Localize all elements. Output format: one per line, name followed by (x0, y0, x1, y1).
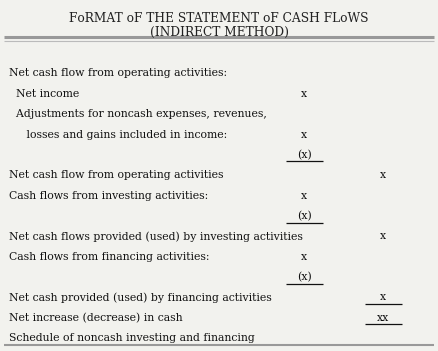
Text: (x): (x) (297, 150, 312, 160)
Text: Net cash flow from operating activities:: Net cash flow from operating activities: (9, 68, 227, 78)
Text: FᴏRMAT ᴏF THE STATEMENT ᴏF CASH FLᴏWS: FᴏRMAT ᴏF THE STATEMENT ᴏF CASH FLᴏWS (69, 12, 369, 25)
Text: Cash flows from investing activities:: Cash flows from investing activities: (9, 191, 208, 200)
Text: xx: xx (377, 313, 389, 323)
Text: x: x (380, 231, 386, 241)
Text: (INDIRECT METHOD): (INDIRECT METHOD) (149, 26, 289, 39)
Text: x: x (301, 252, 307, 261)
Text: Net income: Net income (9, 89, 79, 99)
Text: Net cash flows provided (used) by investing activities: Net cash flows provided (used) by invest… (9, 231, 303, 242)
Text: (x): (x) (297, 272, 312, 282)
Text: x: x (301, 130, 307, 139)
Text: Net cash provided (used) by financing activities: Net cash provided (used) by financing ac… (9, 292, 272, 303)
Text: losses and gains included in income:: losses and gains included in income: (9, 130, 227, 139)
Text: x: x (380, 292, 386, 302)
Text: x: x (301, 191, 307, 200)
Text: Net increase (decrease) in cash: Net increase (decrease) in cash (9, 313, 182, 323)
Text: (x): (x) (297, 211, 312, 221)
Text: Net cash flow from operating activities: Net cash flow from operating activities (9, 170, 223, 180)
Text: Cash flows from financing activities:: Cash flows from financing activities: (9, 252, 209, 261)
Text: Adjustments for noncash expenses, revenues,: Adjustments for noncash expenses, revenu… (9, 109, 267, 119)
Text: Schedule of noncash investing and financing: Schedule of noncash investing and financ… (9, 333, 254, 343)
Text: x: x (301, 89, 307, 99)
Text: x: x (380, 170, 386, 180)
